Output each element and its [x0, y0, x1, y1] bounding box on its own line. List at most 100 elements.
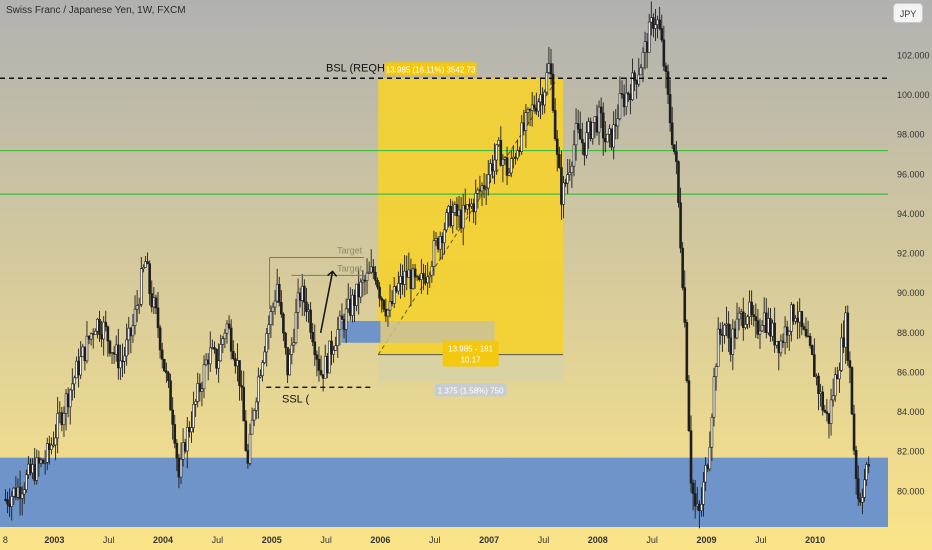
candle-body: [142, 266, 145, 269]
candle-body: [367, 271, 371, 274]
candle-body: [704, 465, 707, 483]
candle-body: [718, 328, 722, 335]
candle-body: [77, 360, 80, 376]
candle-body: [865, 464, 868, 481]
candle-body: [459, 209, 463, 229]
candle-body: [45, 443, 49, 463]
candle-body: [154, 297, 158, 309]
candle-body: [96, 319, 99, 332]
candle-body: [94, 330, 97, 335]
candle-body: [225, 323, 229, 334]
candle-body: [472, 203, 475, 213]
x-tick-label: Jul: [320, 535, 332, 545]
x-tick-label: 2008: [588, 535, 608, 545]
candle-body: [338, 315, 342, 330]
candle-body: [555, 138, 559, 155]
candle-body: [794, 317, 797, 322]
candle-body: [91, 333, 95, 335]
candle-body: [263, 351, 266, 363]
candle-body: [802, 326, 806, 330]
candle-body: [438, 236, 442, 250]
candle-body: [227, 323, 231, 329]
candle-body: [767, 318, 770, 334]
candle-body: [451, 212, 455, 227]
candle-body: [359, 281, 363, 298]
candle-body: [545, 72, 549, 93]
candle-body: [397, 282, 400, 292]
candle-body: [526, 108, 530, 113]
candle-body: [578, 128, 582, 140]
candle-body: [73, 377, 76, 385]
candle-body: [480, 185, 484, 192]
candle-body: [405, 270, 409, 278]
target-label-2: Target: [337, 263, 363, 273]
candle-body: [282, 313, 285, 334]
candle-body: [516, 150, 519, 159]
x-tick-label: 2009: [696, 535, 716, 545]
candle-body: [495, 144, 498, 161]
candle-body: [666, 71, 670, 95]
candle-body: [470, 203, 473, 207]
candle-body: [664, 65, 668, 72]
candle-body: [631, 72, 634, 101]
candle-body: [468, 204, 471, 207]
candle-body: [415, 276, 419, 278]
long-position-target-label: 13.985 (16.11%) 3542.73: [384, 62, 477, 76]
candle-body: [679, 202, 682, 249]
candle-body: [848, 360, 852, 368]
candle-body: [838, 370, 841, 380]
candle-body: [566, 174, 569, 184]
candle-body: [589, 121, 592, 139]
candle-body: [215, 348, 218, 369]
candle-body: [62, 413, 66, 426]
candle-body: [20, 493, 24, 499]
candle-body: [196, 383, 200, 402]
currency-button[interactable]: JPY: [893, 3, 923, 23]
candle-body: [162, 358, 166, 372]
candle-body: [411, 268, 415, 289]
candle-body: [298, 292, 302, 301]
candle-body: [608, 128, 611, 135]
candle-body: [158, 327, 162, 351]
candle-body: [175, 442, 179, 459]
candle-body: [796, 317, 799, 323]
candle-body: [581, 138, 584, 144]
candle-body: [568, 172, 572, 176]
candle-body: [221, 338, 225, 345]
candle-body: [752, 314, 756, 317]
candle-body: [729, 337, 733, 355]
candle-body: [152, 297, 156, 308]
candle-body: [762, 312, 766, 326]
candle-body: [403, 270, 406, 285]
long-position-stop-label: 1.375 (1.58%) 750: [434, 383, 507, 397]
candle-body: [229, 327, 233, 352]
candle-body: [501, 159, 505, 166]
candle-body: [269, 311, 273, 326]
candle-body: [693, 493, 697, 507]
candle-body: [817, 375, 820, 394]
candle-body: [760, 325, 764, 332]
candle-body: [171, 409, 174, 425]
candle-body: [332, 350, 335, 355]
candle-body: [614, 124, 618, 127]
candle-body: [234, 358, 237, 367]
candle-body: [514, 156, 517, 159]
candle-body: [833, 374, 837, 396]
candle-body: [756, 320, 760, 335]
candle-body: [461, 204, 465, 229]
candle-body: [401, 276, 404, 285]
y-tick-label: 84.000: [897, 407, 925, 417]
x-tick-label: Jul: [755, 535, 767, 545]
candle-body: [374, 272, 377, 281]
candle-body: [677, 161, 680, 203]
y-tick-label: 90.000: [897, 288, 925, 298]
candle-body: [543, 91, 547, 106]
candle-body: [660, 28, 664, 41]
candle-body: [315, 354, 319, 360]
candle-body: [836, 374, 839, 380]
candle-body: [850, 367, 854, 415]
y-tick-label: 102.000: [897, 50, 930, 60]
candle-body: [537, 101, 540, 112]
